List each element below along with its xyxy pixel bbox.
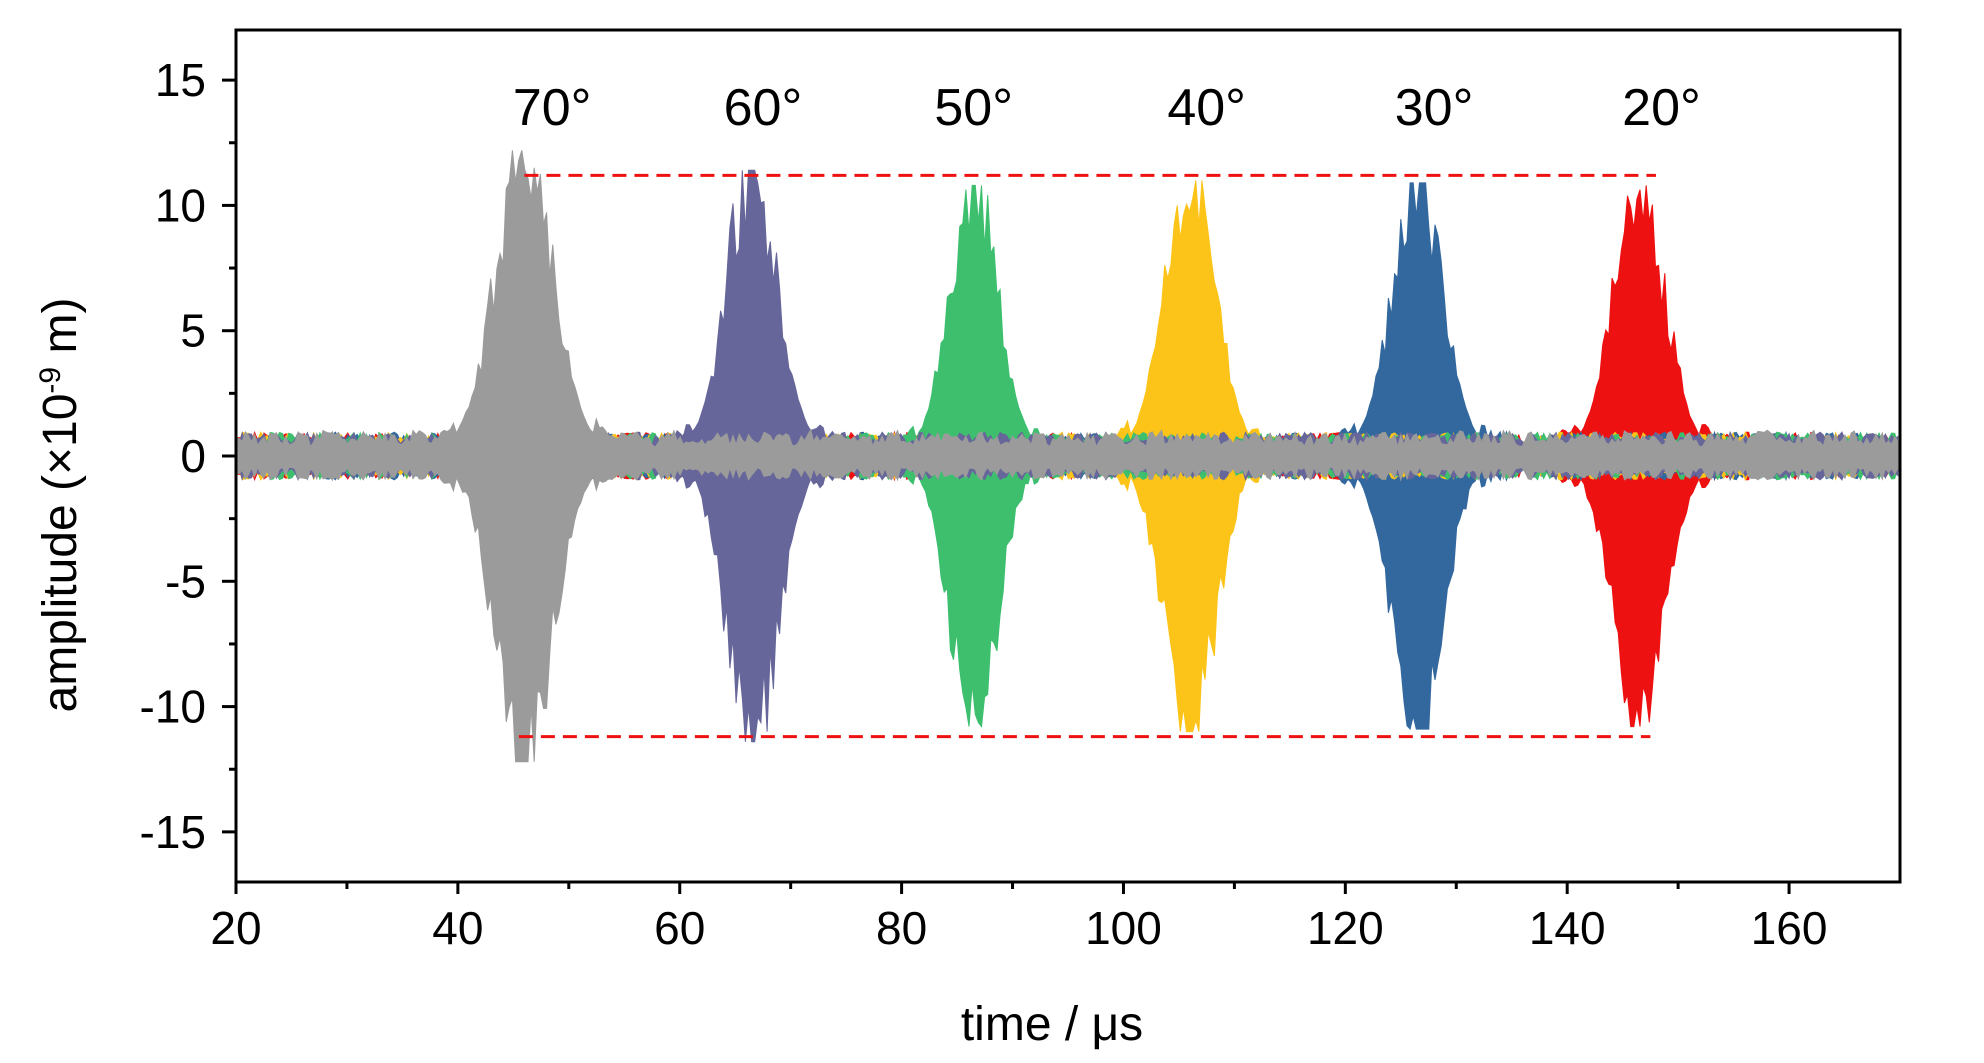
angle-label-40deg: 40° <box>1167 79 1246 137</box>
y-axis-title: amplitude (×10-9 m) <box>34 298 88 713</box>
annotation-layer: 70° 60° 50° 40° 30° 20° <box>513 79 1701 739</box>
angle-label-30deg: 30° <box>1395 79 1474 137</box>
x-tick-label: 40 <box>432 902 483 954</box>
x-tick-label: 80 <box>876 902 927 954</box>
y-axis-title-prefix: amplitude (×10 <box>34 394 87 713</box>
y-tick-label: 0 <box>180 430 206 482</box>
angle-label-70deg: 70° <box>513 79 592 137</box>
y-tick-label: -5 <box>165 555 206 607</box>
waveform-series-layer <box>235 150 1899 763</box>
x-tick-label: 140 <box>1529 902 1606 954</box>
y-tick-label: 10 <box>155 179 206 231</box>
x-tick-label: 20 <box>210 902 261 954</box>
x-tick-label: 160 <box>1751 902 1828 954</box>
y-tick-label: -10 <box>140 681 206 733</box>
y-axis-title-suffix: m) <box>34 298 87 367</box>
y-tick-label: -15 <box>140 806 206 858</box>
angle-label-20deg: 20° <box>1622 79 1701 137</box>
y-tick-label: 15 <box>155 54 206 106</box>
axes-layer: 20 40 60 80 100 120 140 160 15 10 5 0 -5 -10 -15 <box>140 28 1902 954</box>
y-tick-label: 5 <box>180 305 206 357</box>
x-tick-label: 100 <box>1085 902 1162 954</box>
angle-label-60deg: 60° <box>724 79 803 137</box>
x-tick-label: 60 <box>654 902 705 954</box>
series-70deg <box>235 150 1899 763</box>
x-tick-label: 120 <box>1307 902 1384 954</box>
angle-label-50deg: 50° <box>934 79 1013 137</box>
x-axis-title: time / μs <box>961 998 1143 1051</box>
y-axis-title-exponent: -9 <box>34 367 67 394</box>
